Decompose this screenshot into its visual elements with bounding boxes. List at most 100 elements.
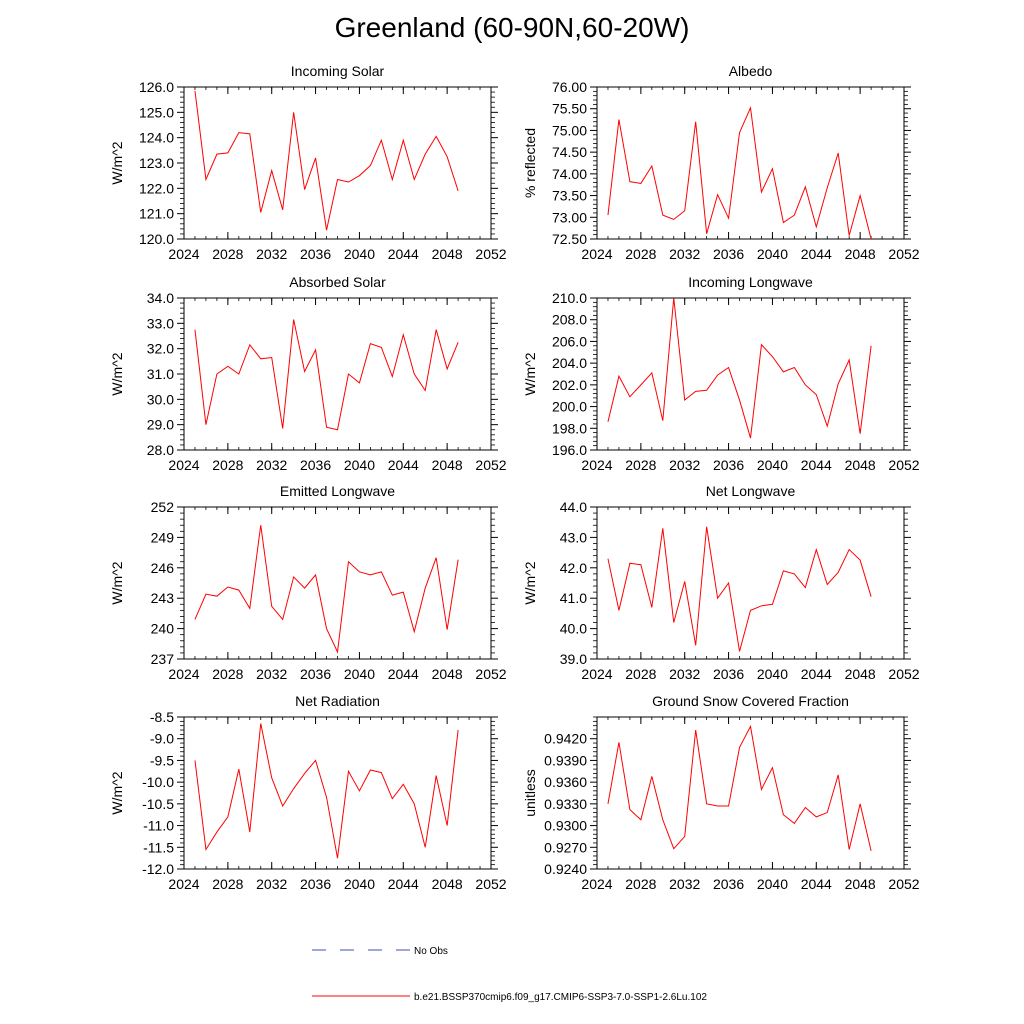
y-tick-label: 200.0 xyxy=(552,399,587,415)
x-tick-label: 2028 xyxy=(625,876,656,892)
x-tick-label: 2024 xyxy=(168,457,199,473)
x-tick-label: 2024 xyxy=(168,666,199,682)
y-tick-label: 73.00 xyxy=(552,209,587,225)
x-tick-label: 2024 xyxy=(581,666,612,682)
chart-panel: 2024 2028 2032 2036 2040 2044 2048 2052 72.50 73.… xyxy=(522,63,920,262)
x-tick-label: 2024 xyxy=(168,876,199,892)
y-tick-label: 126.0 xyxy=(139,79,174,95)
y-tick-label: 243 xyxy=(151,590,175,606)
panel-title: Net Radiation xyxy=(295,693,380,709)
series-line xyxy=(194,90,459,231)
x-tick-label: 2040 xyxy=(344,876,375,892)
x-tick-label: 2048 xyxy=(432,876,463,892)
x-tick-label: 2048 xyxy=(845,457,876,473)
x-tick-label: 2024 xyxy=(581,876,612,892)
y-axis-label: W/m^2 xyxy=(522,352,538,395)
x-tick-label: 2040 xyxy=(757,666,788,682)
y-tick-label: 74.00 xyxy=(552,166,587,182)
chart-panel: 2024 2028 2032 2036 2040 2044 2048 2052 0.9240 0.… xyxy=(522,693,920,892)
y-tick-label: 40.0 xyxy=(560,621,587,637)
x-tick-label: 2024 xyxy=(581,457,612,473)
x-tick-label: 2044 xyxy=(801,876,832,892)
plot-frame xyxy=(596,506,905,660)
x-tick-label: 2032 xyxy=(256,246,287,262)
x-tick-label: 2044 xyxy=(388,666,419,682)
y-tick-label: 204.0 xyxy=(552,355,587,371)
x-tick-label: 2052 xyxy=(475,666,506,682)
y-tick-label: 43.0 xyxy=(560,529,587,545)
x-tick-label: 2028 xyxy=(212,876,243,892)
y-tick-label: 0.9360 xyxy=(544,774,587,790)
chart-panel: 2024 2028 2032 2036 2040 2044 2048 2052 120.0 121… xyxy=(109,63,507,262)
x-tick-label: 2048 xyxy=(845,246,876,262)
panel-title: Ground Snow Covered Fraction xyxy=(652,693,849,709)
x-tick-label: 2048 xyxy=(845,876,876,892)
y-tick-label: -10.0 xyxy=(142,774,174,790)
x-tick-label: 2044 xyxy=(801,666,832,682)
y-tick-label: 0.9240 xyxy=(544,861,587,877)
y-tick-label: 73.50 xyxy=(552,188,587,204)
y-tick-label: -11.0 xyxy=(143,818,174,834)
y-tick-label: 41.0 xyxy=(560,590,587,606)
x-tick-label: 2024 xyxy=(581,246,612,262)
y-tick-label: 39.0 xyxy=(560,651,587,667)
x-tick-label: 2044 xyxy=(388,876,419,892)
y-tick-label: -9.5 xyxy=(150,752,174,768)
legend: No Obs b.e21.BSSP370cmip6.f09_g17.CMIP6-S… xyxy=(312,946,707,1003)
y-tick-label: 208.0 xyxy=(552,312,587,328)
series-line xyxy=(607,724,872,852)
x-tick-label: 2052 xyxy=(475,876,506,892)
x-tick-label: 2036 xyxy=(713,246,744,262)
x-tick-label: 2052 xyxy=(888,666,919,682)
y-tick-label: 120.0 xyxy=(139,231,174,247)
y-tick-label: 72.50 xyxy=(552,231,587,247)
obs-legend-label: No Obs xyxy=(414,946,448,957)
y-tick-label: 252 xyxy=(151,499,175,515)
y-tick-label: 124.0 xyxy=(139,130,174,146)
x-tick-label: 2040 xyxy=(344,666,375,682)
panel-title: Albedo xyxy=(729,63,773,79)
series-line xyxy=(607,106,872,240)
y-tick-label: 76.00 xyxy=(552,79,587,95)
y-tick-label: 28.0 xyxy=(147,442,174,458)
y-axis-label: % reflected xyxy=(522,128,538,198)
x-tick-label: 2032 xyxy=(669,246,700,262)
y-tick-label: 0.9300 xyxy=(544,818,587,834)
y-tick-label: 249 xyxy=(151,529,175,545)
x-tick-label: 2052 xyxy=(475,246,506,262)
y-tick-label: -11.5 xyxy=(143,839,174,855)
y-tick-label: 30.0 xyxy=(147,391,174,407)
y-axis-label: W/m^2 xyxy=(109,141,125,184)
y-axis-label: W/m^2 xyxy=(109,352,125,395)
y-axis-label: W/m^2 xyxy=(109,561,125,604)
plot-frame xyxy=(596,297,905,451)
x-tick-label: 2032 xyxy=(256,666,287,682)
series-line xyxy=(194,723,459,859)
x-tick-label: 2036 xyxy=(713,666,744,682)
x-tick-label: 2036 xyxy=(300,876,331,892)
x-tick-label: 2036 xyxy=(300,457,331,473)
y-tick-label: 122.0 xyxy=(139,180,174,196)
y-tick-label: 121.0 xyxy=(139,206,174,222)
plot-frame xyxy=(183,506,492,660)
x-tick-label: 2048 xyxy=(432,246,463,262)
x-tick-label: 2048 xyxy=(432,666,463,682)
x-tick-label: 2044 xyxy=(388,457,419,473)
y-axis-label: W/m^2 xyxy=(109,771,125,814)
chart-panel: 2024 2028 2032 2036 2040 2044 2048 2052 -12.0 -11… xyxy=(109,693,507,892)
y-tick-label: 31.0 xyxy=(147,366,174,382)
y-axis-label: unitless xyxy=(522,769,538,816)
x-tick-label: 2040 xyxy=(344,246,375,262)
x-tick-label: 2036 xyxy=(713,457,744,473)
x-tick-label: 2028 xyxy=(625,457,656,473)
x-tick-label: 2044 xyxy=(801,246,832,262)
y-tick-label: -12.0 xyxy=(142,861,174,877)
y-tick-label: 75.50 xyxy=(552,101,587,117)
panel-title: Absorbed Solar xyxy=(289,274,386,290)
y-tick-label: -8.5 xyxy=(150,709,174,725)
chart-panel: 2024 2028 2032 2036 2040 2044 2048 2052 196.0 198… xyxy=(522,274,920,473)
x-tick-label: 2044 xyxy=(388,246,419,262)
figure-title: Greenland (60-90N,60-20W) xyxy=(334,12,690,43)
chart-panel: 2024 2028 2032 2036 2040 2044 2048 2052 39.0 40.0… xyxy=(522,483,920,682)
